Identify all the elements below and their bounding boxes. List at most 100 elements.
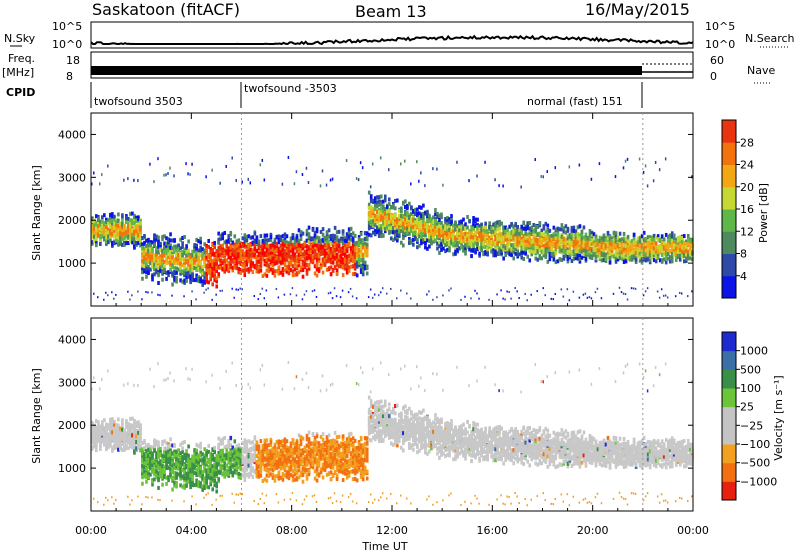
date-title: 16/May/2015	[585, 0, 690, 19]
nave-label: Nave	[747, 64, 775, 77]
power-cell	[579, 297, 581, 299]
power-cell	[400, 209, 403, 213]
power-cell	[95, 243, 98, 247]
power-cell	[476, 292, 478, 294]
power-cell	[157, 281, 160, 285]
power-cell	[221, 236, 224, 240]
power-cell	[256, 236, 259, 240]
power-cell	[105, 292, 107, 294]
power-cell	[506, 290, 508, 292]
power-cell	[248, 178, 250, 181]
power-cell	[364, 261, 367, 265]
power-cell	[205, 289, 207, 291]
power-cell	[350, 227, 353, 231]
power-cell	[585, 293, 587, 295]
power-cell	[478, 298, 480, 300]
power-cell	[127, 291, 128, 293]
power-cell	[111, 291, 113, 293]
power-cell	[508, 291, 510, 293]
power-cell	[536, 290, 538, 292]
power-cell	[215, 284, 218, 288]
power-cell	[398, 234, 401, 238]
power-cell	[591, 297, 593, 299]
power-cell	[468, 179, 470, 182]
power-cell	[553, 298, 555, 300]
power-cell	[583, 225, 586, 229]
power-cell	[266, 274, 269, 278]
power-cell	[219, 290, 221, 292]
power-cell	[340, 296, 342, 298]
nsky-top-tick: 10^5	[52, 20, 82, 33]
power-cell	[547, 170, 549, 173]
power-cell	[366, 249, 369, 253]
power-cell	[316, 274, 319, 278]
power-cell	[426, 294, 428, 296]
power-cell	[187, 239, 190, 243]
power-cell	[338, 230, 341, 234]
power-cell	[597, 288, 599, 290]
power-cell	[436, 296, 438, 298]
power-cell	[217, 241, 220, 245]
power-cell	[579, 164, 581, 167]
power-cell	[322, 169, 324, 172]
power-cell	[334, 287, 336, 289]
power-cell	[352, 295, 354, 297]
power-cell	[127, 177, 128, 180]
power-cell	[163, 174, 165, 177]
nsky-bottom-tick-right: 10^0	[705, 38, 735, 51]
power-cell	[538, 221, 541, 225]
power-cell	[416, 238, 419, 242]
power-cell	[526, 299, 528, 301]
power-cell	[165, 173, 167, 176]
power-cell	[346, 159, 348, 162]
power-cell	[615, 175, 617, 178]
power-cell	[314, 289, 316, 291]
power-cell	[191, 272, 194, 276]
power-cell	[468, 219, 471, 223]
power-cell	[432, 299, 434, 301]
power-cell	[316, 296, 318, 298]
power-cell	[348, 269, 351, 273]
power-cell	[336, 268, 339, 272]
power-cell	[484, 161, 486, 164]
power-cell	[115, 294, 117, 296]
power-cell	[609, 260, 612, 264]
power-cell	[181, 241, 184, 245]
power-cell	[239, 288, 241, 290]
power-cell	[296, 294, 298, 296]
beam-title: Beam 13	[355, 2, 427, 21]
power-cell	[270, 235, 273, 239]
power-cell	[189, 173, 191, 176]
power-cell	[619, 287, 621, 289]
power-cell	[213, 245, 216, 249]
power-cell	[545, 255, 548, 259]
power-cell	[464, 296, 466, 298]
nave-top-tick: 60	[710, 54, 724, 67]
power-cell	[418, 180, 420, 183]
power-cell	[585, 257, 588, 261]
power-cell	[121, 218, 124, 222]
power-cell	[412, 243, 415, 247]
power-cell	[101, 173, 103, 176]
power-cell	[262, 288, 264, 290]
power-cell	[332, 178, 334, 181]
power-cell	[366, 271, 369, 275]
power-cell	[448, 248, 451, 252]
power-cell	[258, 239, 261, 243]
power-cell	[157, 235, 160, 239]
power-cell	[107, 164, 109, 167]
nave-bottom-tick: 0	[710, 70, 717, 83]
power-cell	[264, 297, 266, 299]
power-cell	[211, 282, 214, 286]
power-cell	[470, 254, 473, 258]
power-cell	[93, 293, 95, 295]
power-cell	[231, 156, 233, 159]
power-cell	[237, 289, 239, 291]
power-cell	[308, 264, 311, 268]
power-cell	[528, 221, 531, 225]
power-cell	[294, 182, 296, 185]
power-cell	[282, 273, 285, 277]
power-cell	[316, 263, 319, 267]
power-cell	[258, 298, 260, 300]
